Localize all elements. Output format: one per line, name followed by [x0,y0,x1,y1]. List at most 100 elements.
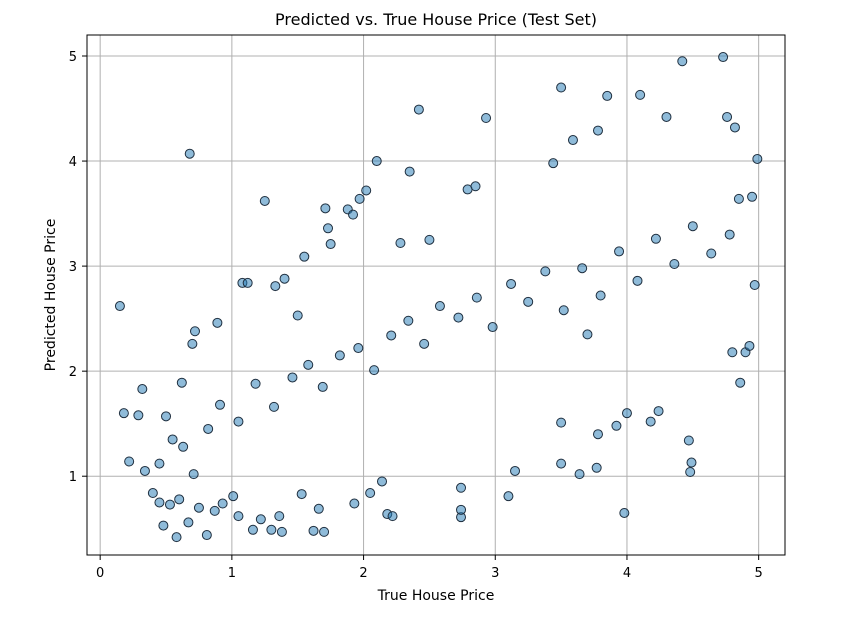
scatter-point-66 [548,158,559,169]
y-tick-label-1: 2 [69,365,77,380]
scatter-point-49 [365,488,376,499]
scatter-point-17 [189,326,200,337]
scatter-point-73 [591,462,602,473]
chart-title: Predicted vs. True House Price (Test Set… [275,10,597,29]
scatter-point-77 [611,420,622,431]
scatter-point-57 [424,234,435,245]
scatter-point-8 [158,520,169,531]
scatter-point-83 [661,111,672,122]
scatter-point-92 [733,193,744,204]
x-axis-label: True House Price [377,588,495,604]
scatter-point-96 [747,191,758,202]
scatter-point-85 [683,435,694,446]
scatter-point-4 [137,384,148,395]
scatter-point-128 [632,275,643,286]
y-tick-label-0: 1 [69,470,77,485]
scatter-point-59 [456,504,467,515]
scatter-point-41 [320,203,331,214]
scatter-point-112 [353,343,364,354]
scatter-point-129 [650,233,661,244]
scatter-point-109 [303,359,314,370]
scatter-point-65 [510,465,521,476]
scatter-point-100 [167,434,178,445]
scatter-point-91 [729,122,740,133]
scatter-point-105 [233,416,244,427]
scatter-point-99 [154,458,165,469]
x-tick-label-2: 2 [359,566,367,581]
scatter-point-68 [556,417,567,428]
scatter-point-106 [250,378,261,389]
scatter-point-1 [118,408,129,419]
scatter-point-26 [242,277,253,288]
scatter-point-126 [595,290,606,301]
scatter-point-32 [274,511,285,522]
scatter-point-103 [203,423,214,434]
scatter-point-39 [313,503,324,514]
scatter-point-11 [171,532,182,543]
scatter-point-89 [722,111,733,122]
scatter-point-16 [187,338,198,349]
scatter-point-93 [735,377,746,388]
scatter-point-102 [188,469,199,480]
scatter-point-82 [653,406,664,417]
y-axis-label: Predicted House Price [43,219,59,372]
scatter-point-90 [727,347,738,358]
scatter-point-46 [349,498,360,509]
x-tick-label-0: 0 [96,566,104,581]
scatter-point-50 [371,156,382,167]
y-tick-label-2: 3 [69,260,77,275]
scatter-point-28 [255,514,266,525]
scatter-point-3 [133,410,144,421]
scatter-point-130 [669,259,680,270]
scatter-point-14 [183,517,194,528]
scatter-point-132 [706,248,717,259]
scatter-point-40 [319,526,330,537]
scatter-point-38 [308,525,319,536]
scatter-point-34 [279,273,290,284]
scatter-point-70 [567,135,578,146]
scatter-point-67 [556,458,567,469]
scatter-point-55 [404,166,415,177]
scatter-point-86 [685,467,696,478]
scatter-point-21 [212,317,223,328]
scatter-point-2 [124,456,135,467]
scatter-point-84 [677,56,688,67]
scatter-point-71 [574,469,585,480]
plot-frame [86,34,786,556]
scatter-point-107 [269,401,280,412]
scatter-point-88 [718,52,729,63]
scatter-point-6 [147,488,158,499]
scatter-point-95 [744,340,755,351]
scatter-point-31 [270,281,281,292]
scatter-point-80 [635,89,646,100]
scatter-point-12 [174,494,185,505]
scatter-point-81 [645,416,656,427]
scatter-point-15 [184,148,195,159]
scatter-point-117 [434,301,445,312]
scatter-point-104 [215,399,226,410]
scatter-point-69 [556,82,567,93]
scatter-point-114 [386,330,397,341]
scatter-point-35 [292,310,303,321]
scatter-point-43 [325,239,336,250]
scatter-point-79 [621,408,632,419]
scatter-point-45 [348,209,359,220]
scatter-point-74 [592,429,603,440]
scatter-point-64 [503,491,514,502]
x-tick-label-1: 1 [228,566,236,581]
scatter-point-115 [403,315,414,326]
scatter-point-122 [523,296,534,307]
tick-layer: 0 1 2 3 4 5 1 2 3 4 5 [69,50,763,581]
scatter-point-36 [296,489,307,500]
scatter-point-42 [323,223,334,234]
scatter-point-9 [161,411,172,422]
scatter-point-119 [471,292,482,303]
scatter-point-27 [247,524,258,535]
scatter-point-78 [619,507,630,518]
scatter-point-0 [114,301,125,312]
scatter-point-20 [209,505,220,516]
scatter-point-48 [361,185,372,196]
scatter-point-108 [287,372,298,383]
scatter-point-60 [456,482,467,493]
